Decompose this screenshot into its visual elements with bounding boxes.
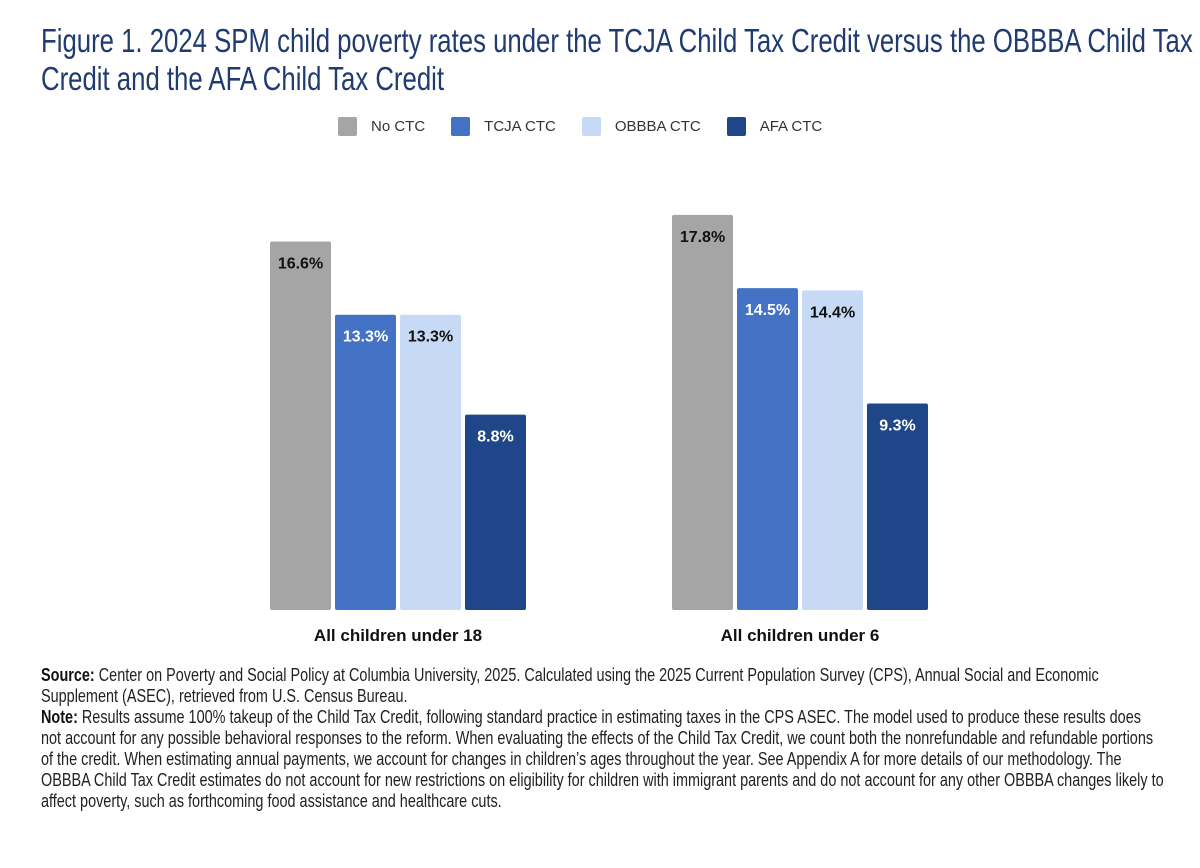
source-note: Source: Center on Poverty and Social Pol… <box>41 664 1164 706</box>
legend-item: No CTC <box>338 117 425 136</box>
source-label: Source: <box>41 664 95 685</box>
chart-legend: No CTC TCJA CTC OBBBA CTC AFA CTC <box>338 117 848 136</box>
bar-tcja-ctc <box>335 314 396 610</box>
bar-no-ctc <box>270 241 331 611</box>
data-label: 13.3% <box>343 329 388 346</box>
data-label: 8.8% <box>477 429 513 446</box>
figure-notes: Source: Center on Poverty and Social Pol… <box>41 664 1164 811</box>
legend-label: TCJA CTC <box>484 118 556 135</box>
data-label: 17.8% <box>680 229 725 246</box>
legend-item: OBBBA CTC <box>581 117 701 136</box>
category-label: All children under 6 <box>721 626 880 645</box>
legend-item: AFA CTC <box>726 117 823 136</box>
legend-swatch <box>338 117 357 136</box>
legend-swatch <box>581 117 601 136</box>
data-label: 13.3% <box>408 329 453 346</box>
legend-swatch <box>451 117 471 136</box>
bar-afa-ctc <box>867 403 928 610</box>
figure-title: Figure 1. 2024 SPM child poverty rates u… <box>41 22 1193 97</box>
legend-swatch <box>726 117 746 136</box>
legend-label: OBBBA CTC <box>614 118 701 135</box>
bar-obbba-ctc <box>802 290 863 610</box>
source-text: Center on Poverty and Social Policy at C… <box>41 664 1099 706</box>
note-text: Results assume 100% takeup of the Child … <box>41 706 1164 811</box>
data-label: 14.5% <box>745 302 790 319</box>
bar-afa-ctc <box>465 414 526 610</box>
legend-item: TCJA CTC <box>451 117 556 136</box>
data-label: 16.6% <box>278 255 323 272</box>
data-label: 9.3% <box>879 418 915 435</box>
bar-obbba-ctc <box>400 314 461 610</box>
bar-tcja-ctc <box>737 288 798 610</box>
bar-chart: 16.6% 13.3% 13.3% 8.8% All children under 18… <box>270 214 928 645</box>
legend-label: No CTC <box>371 118 426 135</box>
methodology-note: Note: Results assume 100% takeup of the … <box>41 706 1164 811</box>
category-label: All children under 18 <box>314 626 482 645</box>
note-label: Note: <box>41 706 78 727</box>
data-label: 14.4% <box>810 304 855 321</box>
legend-label: AFA CTC <box>759 118 823 135</box>
bar-no-ctc <box>672 214 733 610</box>
